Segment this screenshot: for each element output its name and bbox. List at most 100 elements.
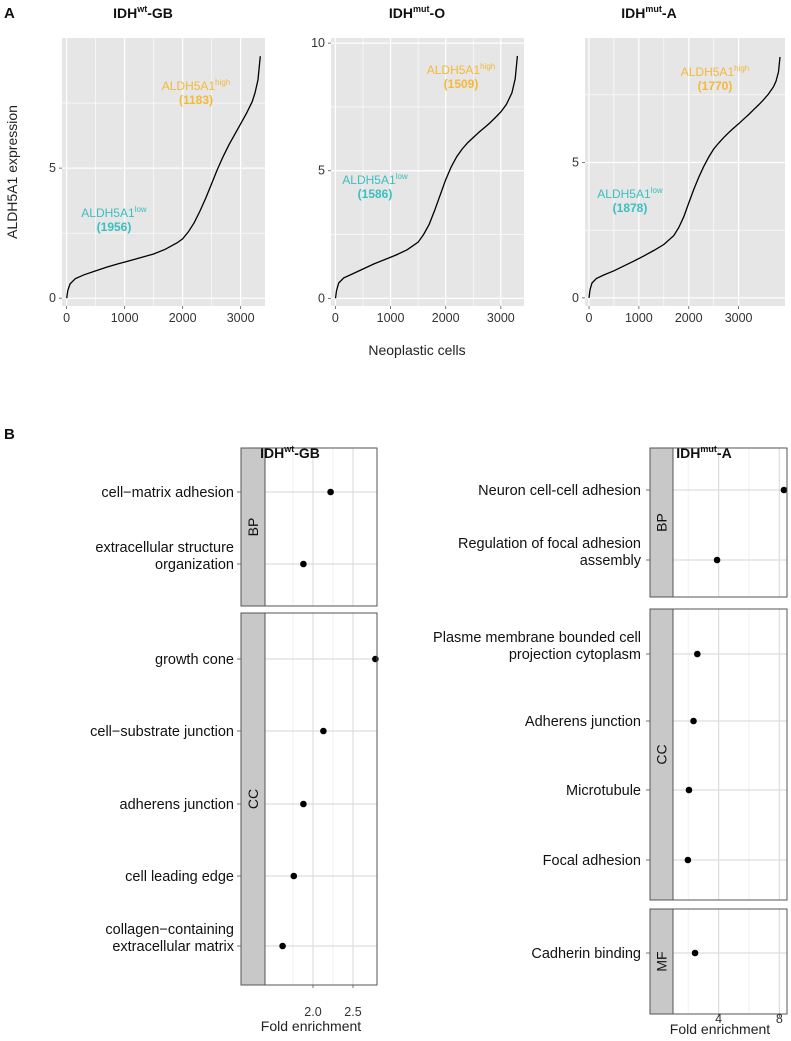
b2-term-label-CC-0: Plasme membrane bounded cell (433, 630, 641, 646)
a2-annotation-low-gene: ALDH5A1 (342, 173, 396, 187)
b1-chart: BP cell−matrix adhesion extracellular stru… (90, 447, 379, 1034)
b2-x-tick-label: 4 (715, 1012, 722, 1026)
a2-x-tick-label: 3000 (487, 311, 515, 325)
b1-x-tick-label: 2.5 (344, 1005, 361, 1019)
b2-term-label-CC-3: Focal adhesion (543, 853, 641, 869)
a2-y-tick-label: 5 (318, 164, 325, 178)
a2-title-sup: mut (413, 4, 430, 14)
b2-facet-strip-label-BP: BP (654, 513, 670, 532)
a2-plot-background (331, 38, 524, 306)
b1-term-label-CC-3: cell leading edge (125, 869, 234, 885)
a2-title: IDHmut-O (389, 4, 445, 21)
b2-point-BP-1 (713, 556, 721, 564)
b2-facet-border-CC (672, 608, 788, 901)
b1-facet-panel-BP (265, 448, 377, 606)
b2-point-BP-0 (780, 486, 788, 494)
a3-x-tick-label: 3000 (725, 311, 753, 325)
a2-title-main: IDH (389, 5, 413, 21)
b2-facet-border-BP (672, 447, 788, 598)
b2-title: IDHmut-A (676, 444, 731, 461)
a3-title-main: IDH (621, 5, 645, 21)
a1-title-suffix: -GB (147, 5, 173, 21)
panel-a-x-axis-label: Neoplastic cells (368, 342, 465, 358)
b1-facet-strip-BP (240, 447, 266, 607)
b1-point-CC-2 (300, 800, 307, 808)
b1-term-label-BP-1: organization (155, 557, 234, 573)
b2-term-label-BP-1: Regulation of focal adhesion (458, 536, 641, 552)
b2-title-sup: mut (700, 444, 717, 454)
a3-plot-background (585, 38, 785, 306)
a1-annotation-high-gene: ALDH5A1 (162, 79, 216, 93)
a2-annotation-high-gene: ALDH5A1 (427, 63, 481, 77)
a3-expression-line (588, 56, 781, 298)
a1-x-tick-label: 3000 (227, 311, 255, 325)
a2-x-tick-label: 0 (332, 311, 339, 325)
a1-x-tick-label: 0 (63, 311, 70, 325)
a1-title-sup: wt (136, 4, 147, 14)
b1-facet-strip-label-CC: CC (245, 789, 261, 809)
a2-expression-line (334, 55, 519, 299)
a2-y-tick-label: 0 (318, 291, 325, 305)
a1-annotation-low-name: ALDH5A1low (81, 205, 147, 220)
b2-term-label-CC-2: Microtubule (566, 783, 641, 799)
a2-title-suffix: -O (430, 5, 446, 21)
a3-annotation-high-sup: high (734, 64, 749, 73)
b2-term-label-CC-0: projection cytoplasm (509, 647, 641, 663)
b2-facet-panel-BP (673, 448, 787, 597)
a1-x-tick-label: 2000 (169, 311, 197, 325)
a1-annotation-high-name: ALDH5A1high (162, 78, 231, 93)
b2-term-label-BP-1: assembly (580, 553, 642, 569)
panel-b-label: B (4, 426, 15, 443)
b2-facet-MF: MF Cadherin binding (531, 908, 788, 1015)
a1-chart: 0 1000 2000 300005ALDH5A1low(1956)ALDH5A1hi… (49, 38, 265, 325)
b1-facet-panel-CC (265, 613, 377, 985)
b2-x-axis-label: Fold enrichment (670, 1021, 770, 1037)
b1-title-main: IDH (260, 445, 284, 461)
b1-x-tick-label: 2.0 (304, 1005, 321, 1019)
a2-x-tick-label: 2000 (432, 311, 460, 325)
b2-point-CC-2 (685, 786, 693, 794)
b2-facet-border-MF (672, 908, 788, 1015)
b1-facet-strip-label-BP: BP (245, 518, 261, 537)
a1-x-tick-label: 1000 (111, 311, 139, 325)
b1-title: IDHwt-GB (260, 444, 320, 461)
b1-point-CC-1 (320, 727, 327, 735)
a1-annotation-high-sup: high (215, 78, 230, 87)
a3-x-tick-label: 0 (586, 311, 593, 325)
b2-facet-strip-label-MF: MF (654, 951, 670, 971)
a3-x-tick-label: 2000 (675, 311, 703, 325)
b2-title-suffix: -A (717, 445, 732, 461)
b1-facet-border-BP (264, 447, 378, 607)
b2-facet-strip-label-CC: CC (654, 744, 670, 764)
a1-expression-line (66, 56, 261, 299)
b1-term-label-BP-0: cell−matrix adhesion (101, 485, 234, 501)
b2-term-label-MF-0: Cadherin binding (531, 946, 641, 962)
b1-point-BP-1 (300, 560, 307, 568)
a3-annotation-high-gene: ALDH5A1 (681, 65, 735, 79)
a3-title: IDHmut-A (621, 4, 676, 21)
b1-facet-border-CC (264, 612, 378, 986)
b1-point-CC-0 (372, 655, 379, 663)
a3-y-tick-label: 0 (572, 291, 579, 305)
a3-annotation-high-name: ALDH5A1high (681, 64, 750, 79)
a2-annotation-high-name: ALDH5A1high (427, 62, 496, 77)
b2-facet-panel-MF (673, 909, 787, 1014)
b1-term-label-CC-1: cell−substrate junction (90, 724, 234, 740)
b1-facet-strip-CC (240, 612, 266, 986)
a3-annotation-low-sup: low (651, 186, 663, 195)
b1-term-label-BP-1: extracellular structure (95, 540, 234, 556)
a2-x-tick-label: 1000 (377, 311, 405, 325)
b1-point-CC-4 (279, 942, 286, 950)
a1-y-tick-label: 5 (49, 161, 56, 175)
b1-facet-BP: BP cell−matrix adhesion extracellular stru… (95, 447, 378, 607)
a2-annotation-low-sup: low (396, 172, 408, 181)
a1-annotation-low-count: (1956) (97, 220, 132, 234)
b2-facet-CC: CC Plasme membrane bounded cellprojection… (433, 608, 788, 901)
a2-annotation-low-name: ALDH5A1low (342, 172, 408, 187)
a1-title-main: IDH (113, 5, 137, 21)
charts-layer: 0 1000 2000 300005ALDH5A1low(1956)ALDH5A1hi… (49, 4, 788, 1037)
a3-annotation-low-count: (1878) (613, 201, 648, 215)
b2-facet-BP: BP Neuron cell-cell adhesion Regulation of… (458, 447, 788, 598)
panel-a-label: A (4, 5, 15, 22)
b1-title-suffix: -GB (294, 445, 320, 461)
